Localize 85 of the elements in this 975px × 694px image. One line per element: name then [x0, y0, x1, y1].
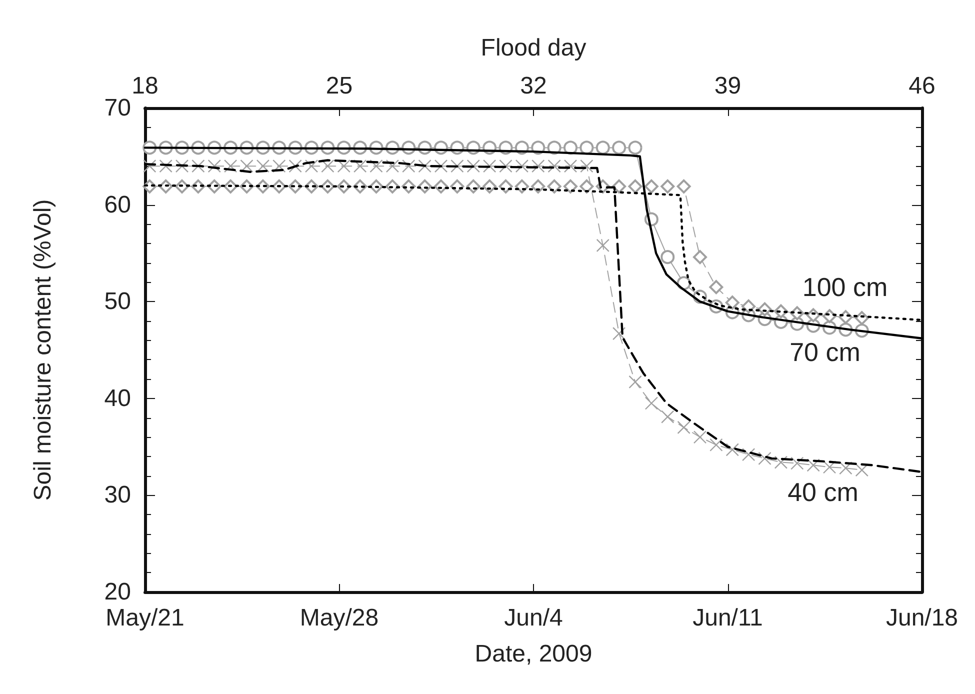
annotation: 70 cm [790, 337, 860, 367]
point [839, 461, 852, 475]
point [208, 159, 221, 173]
point [353, 159, 367, 173]
point [418, 159, 432, 173]
point [240, 159, 254, 173]
y-tick-label: 20 [104, 578, 131, 606]
annotation: 100 cm [802, 272, 888, 302]
point [402, 159, 416, 173]
point [660, 250, 675, 264]
point [774, 456, 788, 469]
point [272, 159, 286, 173]
x-tick-label: Jun/18 [886, 604, 958, 632]
point [515, 159, 529, 173]
point [580, 179, 594, 194]
point [532, 159, 545, 173]
point [143, 159, 156, 173]
y-tick-label: 30 [104, 482, 131, 509]
point [710, 438, 723, 452]
point [370, 159, 383, 173]
point [612, 326, 626, 340]
point [321, 159, 334, 173]
point [644, 179, 658, 194]
point [758, 452, 772, 466]
x-tick-label: Jun/11 [692, 604, 763, 632]
point [175, 159, 189, 173]
point [628, 179, 642, 194]
point [564, 159, 578, 173]
point [628, 375, 642, 389]
x2-tick-label: 18 [132, 72, 158, 100]
point [742, 448, 756, 462]
point [661, 410, 674, 424]
point [564, 140, 578, 155]
point [676, 179, 691, 194]
point [564, 179, 578, 194]
y-tick-label: 40 [104, 384, 131, 412]
point [677, 420, 690, 434]
y-tick-label: 60 [104, 191, 131, 218]
x-axis-title: Date, 2009 [474, 640, 592, 668]
point [596, 238, 610, 252]
point [726, 443, 739, 456]
point [580, 140, 594, 155]
point [337, 159, 350, 173]
y-tick-label: 70 [104, 94, 131, 122]
point [709, 280, 724, 294]
x2-tick-label: 25 [326, 72, 353, 100]
point [288, 159, 302, 173]
point [790, 456, 804, 470]
point [159, 159, 172, 173]
x2-tick-label: 39 [714, 72, 742, 100]
point [580, 159, 594, 173]
point [806, 458, 820, 472]
point [224, 159, 238, 173]
x-tick-label: Jun/4 [504, 604, 563, 632]
point [693, 250, 707, 264]
y-axis-title: Soil moisture content (%Vol) [30, 199, 56, 501]
point [628, 140, 642, 155]
point [855, 463, 868, 477]
point [386, 159, 400, 173]
x2-axis-title: Flood day [480, 34, 586, 62]
x2-tick-label: 46 [908, 72, 936, 100]
point [499, 159, 512, 173]
point [644, 396, 658, 410]
point [596, 140, 610, 155]
point [548, 159, 561, 173]
x2-tick-label: 32 [520, 72, 547, 100]
point [304, 159, 318, 173]
point [822, 460, 836, 474]
point [466, 159, 480, 173]
point [434, 159, 448, 173]
x-tick-label: May/21 [106, 604, 184, 632]
point [450, 159, 464, 173]
point [256, 159, 270, 173]
point [693, 430, 707, 444]
point [660, 179, 675, 194]
annotation: 40 cm [788, 477, 858, 507]
point [547, 179, 562, 194]
x-tick-label: May/28 [300, 604, 379, 632]
point [192, 159, 205, 173]
point [482, 159, 496, 173]
point [742, 299, 756, 314]
point [612, 140, 626, 155]
point [612, 179, 626, 194]
point [725, 296, 740, 310]
y-tick-label: 50 [104, 288, 131, 316]
